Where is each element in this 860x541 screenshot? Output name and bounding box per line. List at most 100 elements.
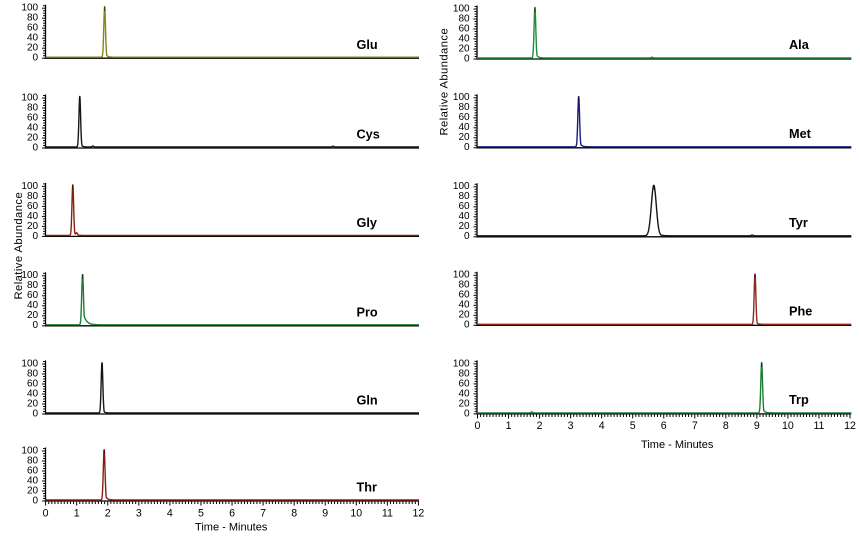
svg-text:100: 100 xyxy=(21,181,38,192)
svg-text:Met: Met xyxy=(789,127,812,141)
svg-text:8: 8 xyxy=(291,507,297,519)
svg-text:40: 40 xyxy=(27,300,39,311)
svg-text:11: 11 xyxy=(813,420,824,432)
svg-text:12: 12 xyxy=(844,420,856,432)
svg-text:80: 80 xyxy=(458,280,470,291)
svg-text:Gln: Gln xyxy=(357,394,378,408)
svg-text:Relative Abundance: Relative Abundance xyxy=(13,192,25,300)
svg-text:60: 60 xyxy=(27,23,39,34)
svg-text:80: 80 xyxy=(27,102,39,113)
svg-text:40: 40 xyxy=(458,33,470,44)
svg-text:20: 20 xyxy=(458,398,470,409)
svg-text:Pro: Pro xyxy=(357,305,378,319)
svg-text:60: 60 xyxy=(458,378,470,389)
svg-text:80: 80 xyxy=(27,13,39,24)
svg-text:0: 0 xyxy=(43,507,49,519)
svg-text:60: 60 xyxy=(458,201,470,212)
svg-text:100: 100 xyxy=(21,445,38,456)
svg-text:6: 6 xyxy=(229,507,235,519)
svg-text:3: 3 xyxy=(568,420,574,432)
svg-text:60: 60 xyxy=(458,23,470,34)
svg-text:Phe: Phe xyxy=(789,304,812,318)
svg-text:100: 100 xyxy=(21,270,38,281)
svg-text:7: 7 xyxy=(260,507,266,519)
svg-text:0: 0 xyxy=(464,408,470,419)
svg-text:Ala: Ala xyxy=(789,38,810,52)
svg-text:20: 20 xyxy=(458,43,470,54)
svg-text:80: 80 xyxy=(27,280,39,291)
svg-text:80: 80 xyxy=(27,191,39,202)
svg-text:80: 80 xyxy=(458,191,470,202)
svg-text:12: 12 xyxy=(413,507,425,519)
svg-text:Tyr: Tyr xyxy=(789,216,808,230)
svg-text:60: 60 xyxy=(27,378,39,389)
svg-text:80: 80 xyxy=(458,368,470,379)
svg-text:5: 5 xyxy=(630,420,636,432)
svg-text:6: 6 xyxy=(661,420,667,432)
svg-text:100: 100 xyxy=(453,181,470,192)
svg-text:0: 0 xyxy=(33,320,39,331)
svg-text:100: 100 xyxy=(453,92,470,103)
svg-text:1: 1 xyxy=(74,507,80,519)
svg-text:20: 20 xyxy=(27,132,39,143)
svg-text:60: 60 xyxy=(27,290,39,301)
svg-text:40: 40 xyxy=(458,211,470,222)
svg-text:5: 5 xyxy=(198,507,204,519)
svg-text:1: 1 xyxy=(506,420,512,432)
svg-text:20: 20 xyxy=(458,132,470,143)
svg-text:0: 0 xyxy=(475,420,481,432)
svg-text:9: 9 xyxy=(322,507,328,519)
svg-text:Thr: Thr xyxy=(357,481,378,495)
svg-text:20: 20 xyxy=(458,310,470,321)
svg-text:11: 11 xyxy=(382,507,393,519)
svg-text:9: 9 xyxy=(754,420,760,432)
svg-text:100: 100 xyxy=(21,3,38,14)
svg-text:0: 0 xyxy=(33,495,39,506)
svg-text:80: 80 xyxy=(458,13,470,24)
svg-text:40: 40 xyxy=(458,300,470,311)
svg-text:80: 80 xyxy=(27,368,39,379)
svg-text:10: 10 xyxy=(782,420,794,432)
svg-text:0: 0 xyxy=(464,320,470,331)
svg-text:20: 20 xyxy=(27,43,39,54)
svg-text:Gly: Gly xyxy=(357,216,377,230)
svg-text:Trp: Trp xyxy=(789,393,809,407)
svg-text:80: 80 xyxy=(458,102,470,113)
svg-text:8: 8 xyxy=(723,420,729,432)
svg-text:20: 20 xyxy=(458,221,470,232)
svg-text:40: 40 xyxy=(27,388,39,399)
svg-text:40: 40 xyxy=(27,211,39,222)
svg-text:0: 0 xyxy=(464,142,470,153)
svg-text:40: 40 xyxy=(27,122,39,133)
svg-text:3: 3 xyxy=(136,507,142,519)
svg-text:0: 0 xyxy=(464,231,470,242)
svg-text:4: 4 xyxy=(167,507,173,519)
svg-text:40: 40 xyxy=(27,475,39,486)
svg-text:Cys: Cys xyxy=(357,128,380,142)
svg-text:0: 0 xyxy=(33,53,39,64)
svg-text:100: 100 xyxy=(453,358,470,369)
svg-text:40: 40 xyxy=(458,388,470,399)
svg-text:100: 100 xyxy=(453,270,470,281)
svg-text:100: 100 xyxy=(453,3,470,14)
svg-text:60: 60 xyxy=(27,112,39,123)
svg-text:10: 10 xyxy=(350,507,362,519)
svg-text:0: 0 xyxy=(33,231,39,242)
svg-text:20: 20 xyxy=(27,221,39,232)
svg-text:Glu: Glu xyxy=(357,38,378,52)
svg-text:100: 100 xyxy=(21,92,38,103)
svg-text:40: 40 xyxy=(458,122,470,133)
svg-text:0: 0 xyxy=(33,408,39,419)
svg-text:2: 2 xyxy=(537,420,543,432)
svg-text:20: 20 xyxy=(27,485,39,496)
svg-text:4: 4 xyxy=(599,420,605,432)
svg-text:0: 0 xyxy=(33,142,39,153)
svg-text:40: 40 xyxy=(27,33,39,44)
svg-text:60: 60 xyxy=(458,290,470,301)
svg-text:Time - Minutes: Time - Minutes xyxy=(195,522,268,534)
svg-text:100: 100 xyxy=(21,358,38,369)
svg-text:Time - Minutes: Time - Minutes xyxy=(641,439,714,451)
svg-text:20: 20 xyxy=(27,398,39,409)
svg-text:80: 80 xyxy=(27,455,39,466)
svg-text:7: 7 xyxy=(692,420,698,432)
